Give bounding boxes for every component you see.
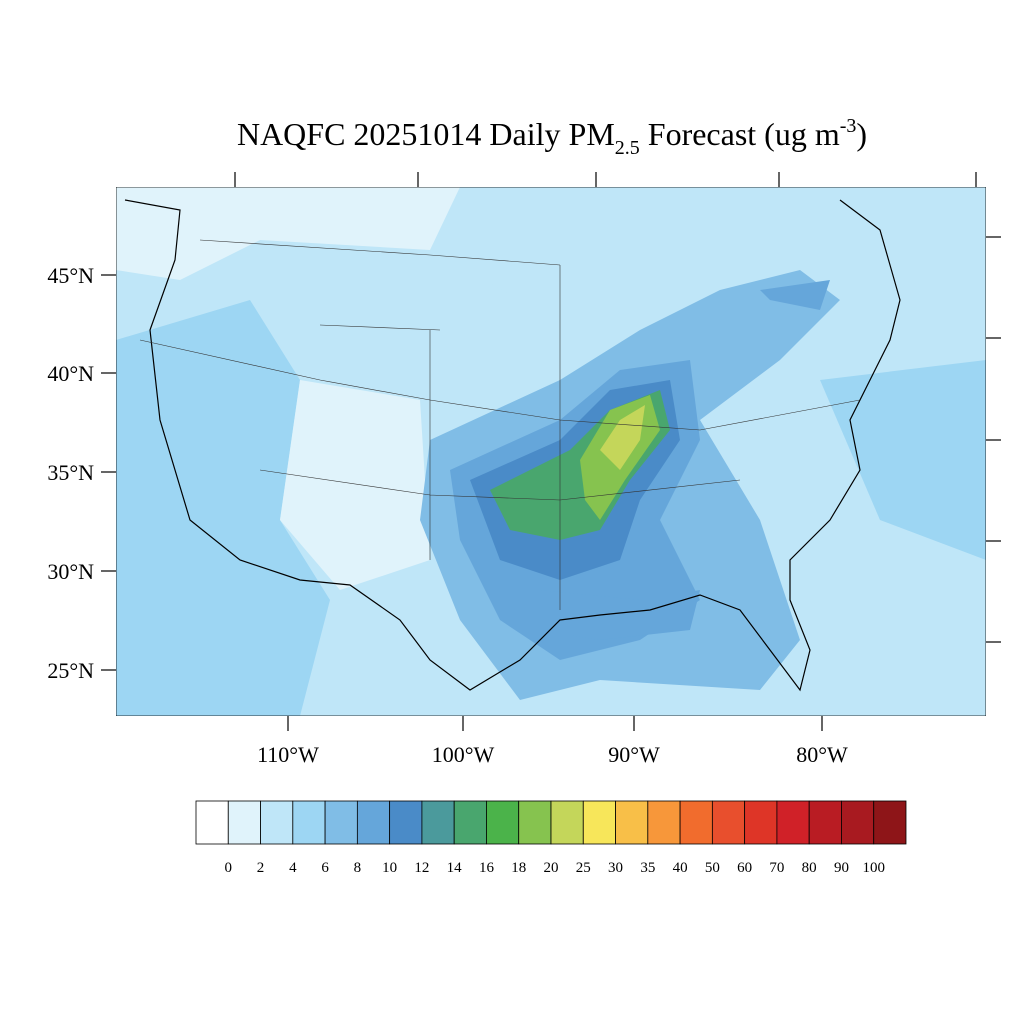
colorbar-swatch — [776, 800, 810, 845]
colorbar-swatch — [679, 800, 713, 845]
lon-label: 90°W — [608, 742, 660, 767]
colorbar-label: 12 — [414, 860, 429, 876]
colorbar-swatch — [324, 800, 358, 845]
colorbar-label: 70 — [769, 860, 784, 876]
colorbar-label: 100 — [862, 860, 885, 876]
colorbar-swatch — [647, 800, 681, 845]
colorbar: 0 2 4 6 8 10 12 14 16 18 20 25 30 35 40 50 60 70 80 90 100 — [195, 800, 907, 876]
colorbar-label: 8 — [354, 860, 362, 876]
colorbar-label: 6 — [321, 860, 329, 876]
colorbar-label: 30 — [608, 860, 623, 876]
colorbar-swatch — [453, 800, 487, 845]
colorbar-swatch — [841, 800, 875, 845]
colorbar-label: 35 — [640, 860, 655, 876]
lon-label: 80°W — [796, 742, 848, 767]
lon-label: 110°W — [257, 742, 319, 767]
colorbar-swatch — [389, 800, 423, 845]
title-main: NAQFC 20251014 Daily PM — [237, 116, 615, 152]
colorbar-label: 25 — [576, 860, 591, 876]
colorbar-swatch — [486, 800, 520, 845]
colorbar-swatch — [421, 800, 455, 845]
colorbar-swatch — [227, 800, 261, 845]
colorbar-label: 16 — [479, 860, 495, 876]
lat-label: 25°N — [47, 658, 94, 683]
title-rest: Forecast (ug m — [648, 116, 840, 152]
colorbar-label: 40 — [673, 860, 688, 876]
colorbar-label: 80 — [802, 860, 817, 876]
title-sup: -3 — [840, 115, 857, 137]
map-field — [116, 187, 986, 716]
colorbar-swatch — [744, 800, 778, 845]
colorbar-label: 50 — [705, 860, 720, 876]
title: NAQFC 20251014 Daily PM2.5 Forecast (ug m… — [237, 115, 867, 159]
colorbar-label: 4 — [289, 860, 297, 876]
colorbar-swatch — [260, 800, 294, 845]
axis-ticks — [101, 172, 1001, 731]
colorbar-label: 14 — [447, 860, 463, 876]
lat-label: 40°N — [47, 361, 94, 386]
colorbar-swatch — [808, 800, 842, 845]
colorbar-label: 18 — [511, 860, 526, 876]
colorbar-swatch — [711, 800, 746, 845]
colorbar-label: 60 — [737, 860, 752, 876]
colorbar-swatch — [873, 800, 907, 845]
colorbar-swatch — [356, 800, 391, 845]
colorbar-label: 2 — [257, 860, 265, 876]
colorbar-label: 90 — [834, 860, 849, 876]
colorbar-swatch — [550, 800, 584, 845]
lat-label: 45°N — [47, 263, 94, 288]
title-sub: 2.5 — [615, 137, 640, 159]
lon-label: 100°W — [432, 742, 495, 767]
axis-labels: 45°N 40°N 35°N 30°N 25°N 110°W 100°W 90°W 80°W — [47, 263, 848, 767]
colorbar-label: 10 — [382, 860, 397, 876]
colorbar-swatch — [518, 800, 552, 845]
colorbar-label: 20 — [544, 860, 559, 876]
colorbar-swatch — [292, 800, 326, 845]
lat-label: 30°N — [47, 559, 94, 584]
title-end: ) — [856, 116, 867, 152]
lat-label: 35°N — [47, 460, 94, 485]
colorbar-swatch — [195, 800, 229, 845]
colorbar-swatch — [582, 800, 616, 845]
colorbar-swatch — [615, 800, 649, 845]
colorbar-label: 0 — [225, 860, 233, 876]
